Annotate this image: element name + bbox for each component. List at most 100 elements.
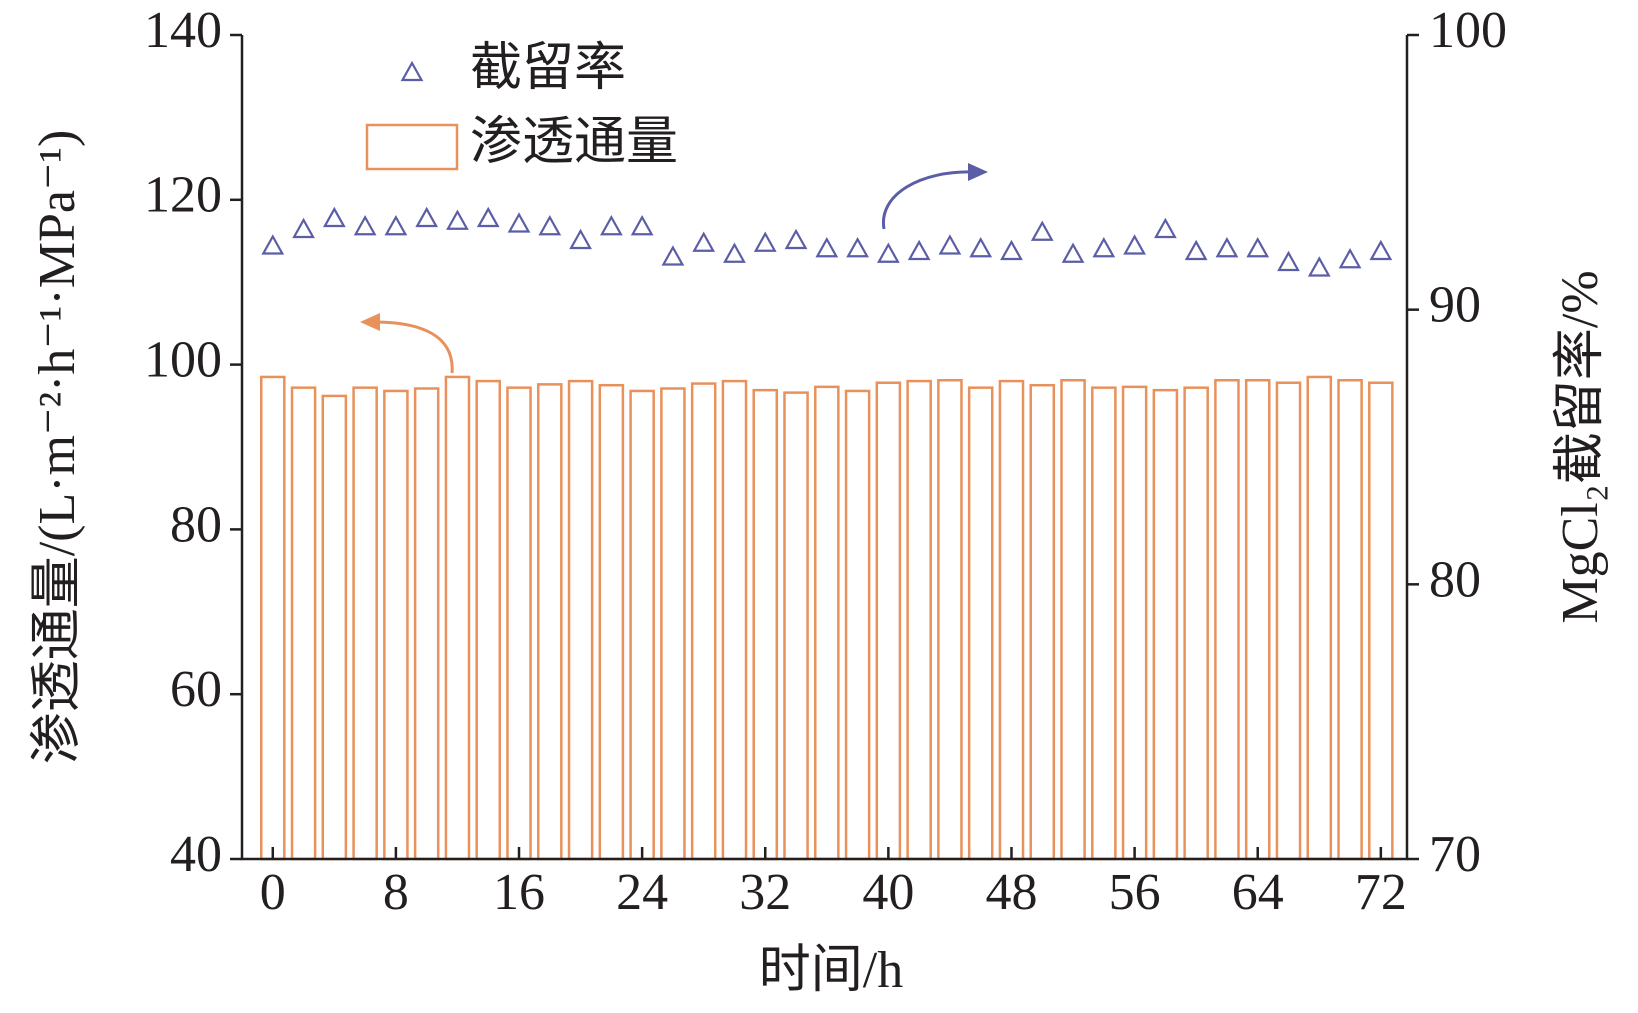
arrow-left <box>374 320 454 374</box>
triangle-point <box>507 212 531 233</box>
bar <box>475 379 502 861</box>
x-axis-title: 时间/h <box>759 942 903 999</box>
bar <box>844 389 871 861</box>
y-tick-label: 140 <box>144 2 222 59</box>
bar <box>690 382 717 861</box>
triangle-point <box>969 236 993 258</box>
bar <box>660 387 686 861</box>
bar <box>783 391 809 861</box>
triangle-point <box>446 209 469 230</box>
triangle-point <box>1277 250 1300 272</box>
bar <box>1091 386 1117 861</box>
triangle-point <box>1215 236 1239 258</box>
y2-axis-title: MgCl₂截留率/% <box>1552 270 1609 623</box>
triangle-point <box>938 234 962 255</box>
triangle-point <box>661 245 685 266</box>
triangle-point <box>1092 236 1116 258</box>
bar <box>383 389 409 861</box>
triangle-point <box>415 206 439 228</box>
y-tick-label: 120 <box>144 167 222 224</box>
legend-marker <box>400 60 424 82</box>
bar <box>1337 379 1363 861</box>
bar <box>906 379 932 861</box>
bar <box>752 388 779 861</box>
bar <box>721 379 748 861</box>
x-tick-label: 24 <box>616 864 668 921</box>
triangle-point <box>569 228 592 250</box>
bar <box>1368 381 1394 861</box>
bar <box>444 375 471 861</box>
triangle-point <box>846 236 869 258</box>
triangle-point <box>1000 239 1023 261</box>
triangle-point <box>753 231 777 252</box>
triangle-point <box>1338 247 1362 269</box>
bar <box>1029 383 1056 861</box>
y-tick-label: 60 <box>170 661 222 718</box>
triangle-point <box>353 215 377 236</box>
y2-tick-label: 70 <box>1429 826 1481 883</box>
arrow-head <box>968 163 988 181</box>
bar <box>1244 379 1271 861</box>
y-tick-label: 80 <box>170 496 222 553</box>
triangle-point <box>723 242 746 263</box>
bar <box>290 386 317 861</box>
triangle-point <box>292 217 315 239</box>
legend-label: 渗透通量 <box>470 114 678 171</box>
bar <box>1306 375 1333 861</box>
bar <box>506 386 532 861</box>
x-tick-label: 8 <box>383 864 409 921</box>
x-tick-label: 0 <box>260 864 286 921</box>
bar <box>537 383 563 861</box>
x-tick-label: 40 <box>862 864 914 921</box>
bar <box>1214 379 1240 861</box>
triangle-point <box>599 215 623 236</box>
y-tick-label: 100 <box>144 332 222 389</box>
y2-tick-label: 90 <box>1429 277 1481 334</box>
triangle-point <box>1246 236 1270 258</box>
x-tick-label: 32 <box>739 864 791 921</box>
bar <box>1121 385 1148 861</box>
legend-marker <box>365 123 459 171</box>
bar <box>413 387 440 861</box>
x-tick-label: 48 <box>985 864 1037 921</box>
triangle-point <box>476 206 500 228</box>
y2-tick-label: 80 <box>1429 551 1481 608</box>
arrow-right <box>881 170 976 230</box>
triangle-point <box>1369 239 1393 261</box>
triangle-point <box>630 215 654 236</box>
bar <box>352 386 378 861</box>
triangle-point <box>1154 217 1177 239</box>
bar <box>875 381 902 861</box>
bar <box>998 379 1025 861</box>
bar <box>814 385 840 861</box>
bar <box>1275 381 1302 861</box>
bar <box>1060 379 1086 861</box>
bar <box>1152 388 1179 861</box>
bar <box>937 379 963 861</box>
bar <box>1183 386 1209 861</box>
x-tick-label: 56 <box>1109 864 1161 921</box>
triangle-point <box>384 215 408 236</box>
triangle-point <box>1030 220 1054 241</box>
arrow-head <box>360 313 380 331</box>
y2-tick-label: 100 <box>1429 2 1507 59</box>
bar <box>629 389 655 861</box>
bar <box>321 394 348 861</box>
triangle-point <box>692 231 716 252</box>
triangle-point <box>1184 239 1208 261</box>
bar <box>567 379 594 861</box>
triangle-point <box>1123 234 1146 255</box>
x-tick-label: 16 <box>493 864 545 921</box>
x-tick-label: 64 <box>1232 864 1284 921</box>
triangle-point <box>1061 242 1085 263</box>
plot-frame <box>240 35 1409 861</box>
bar <box>967 386 994 861</box>
triangle-point <box>876 242 900 263</box>
x-tick-label: 72 <box>1355 864 1407 921</box>
bar <box>259 375 286 861</box>
triangle-point <box>907 239 931 261</box>
bar <box>598 383 625 861</box>
triangle-point <box>784 228 808 250</box>
legend-label: 截留率 <box>470 40 626 97</box>
